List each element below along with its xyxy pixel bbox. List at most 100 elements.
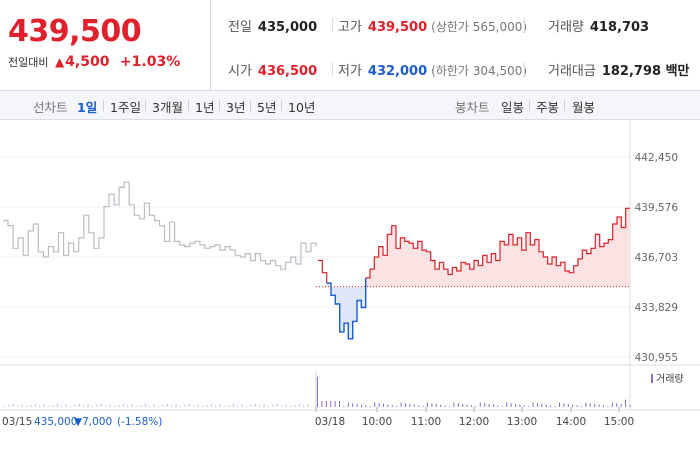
volume-bar [166, 403, 168, 407]
volume-bar [501, 406, 503, 407]
volume-bar [343, 406, 345, 407]
tab-10year[interactable]: 10년 [288, 100, 316, 115]
volume-bar [232, 403, 234, 407]
stat-open: 시가 436,500 [228, 60, 317, 79]
volume-bar [149, 405, 151, 407]
volume-bar [136, 406, 137, 407]
volume-bar [268, 406, 269, 407]
volume-bar [254, 403, 256, 407]
divider [281, 100, 282, 111]
volume-bar [361, 404, 362, 407]
y-tick-label: 436,703 [635, 252, 678, 264]
volume-bar [471, 405, 472, 407]
stat-high: 고가 439,500 (상한가 565,000) [338, 16, 527, 35]
volume-bar [567, 403, 569, 407]
candle-chart-label: 봉차트 [455, 100, 490, 115]
divider [524, 18, 525, 32]
divider [529, 100, 530, 111]
volume-bar [109, 404, 111, 407]
stat-high-value: 439,500 [367, 20, 428, 35]
volume-bar [497, 405, 499, 407]
previous-day-series [3, 181, 317, 270]
volume-bar [65, 404, 67, 407]
volume-bar [356, 403, 358, 407]
volume-bar [92, 406, 93, 407]
today-down-area-fill [326, 277, 366, 339]
volume-bar [466, 404, 468, 407]
volume-bar [405, 403, 406, 407]
volume-bar [317, 377, 318, 407]
current-price: 439,500 [8, 14, 142, 49]
stat-trade-value-label: 거래대금 [548, 64, 596, 79]
volume-bar [391, 405, 393, 407]
volume-bar [131, 404, 133, 407]
volume-bar [17, 405, 19, 407]
volume-bar [162, 404, 164, 407]
volume-bar [519, 404, 521, 407]
x-tick-label: 15:00 [604, 416, 634, 428]
volume-bar [598, 404, 600, 407]
tab-weekly[interactable]: 주봉 [536, 100, 560, 115]
tab-3year[interactable]: 3년 [226, 100, 246, 115]
stat-volume: 거래량 418,703 [548, 16, 649, 35]
x-axis: 03/18 10:00 11:00 12:00 13:00 14:00 15:00 [0, 407, 700, 428]
tab-daily[interactable]: 일봉 [501, 100, 525, 115]
volume-bar [56, 403, 58, 407]
volume-bar [541, 403, 543, 407]
volume-bar [629, 405, 631, 407]
volume-bar [158, 406, 159, 407]
price-box: 439,500 전일대비 ▲4,500 +1.03% [0, 0, 211, 90]
volume-bar [435, 403, 437, 407]
stat-low-label: 저가 [338, 64, 362, 79]
volume-bar [581, 406, 582, 407]
volume-bar [616, 403, 618, 407]
volume-bar [193, 405, 195, 407]
tab-1week[interactable]: 1주일 [110, 100, 141, 115]
y-tick-label: 442,450 [635, 152, 678, 164]
volume-bar [365, 405, 367, 407]
volume-bar [387, 404, 389, 407]
volume-bar [281, 405, 283, 407]
divider [564, 100, 565, 111]
volume-bar [87, 404, 89, 407]
volume-bar [506, 402, 508, 407]
tab-1year[interactable]: 1년 [195, 100, 215, 115]
volume-bar [413, 404, 415, 407]
volume-bar [144, 403, 146, 407]
volume-bar [537, 403, 538, 407]
chart-footer: 03/15 435,000▼7,000 (-1.58%) [2, 416, 162, 428]
tab-5year[interactable]: 5년 [257, 100, 277, 115]
volume-bar [290, 406, 291, 407]
volume-bar [453, 402, 455, 407]
divider [332, 62, 333, 76]
price-chart: 442,450 439,576 436,703 433,829 430,955 거래량 … [0, 120, 700, 450]
prev-date: 03/15 [2, 416, 32, 428]
volume-bar [30, 404, 32, 407]
line-chart-label: 선차트 [33, 100, 68, 115]
tab-monthly[interactable]: 월봉 [572, 100, 596, 115]
volume-bar [127, 405, 129, 407]
volume-bar [263, 404, 265, 407]
volume-bar [246, 406, 247, 407]
y-tick-label: 439,576 [635, 202, 679, 214]
volume-bar [188, 403, 190, 407]
volume-bar [352, 403, 354, 407]
volume-bar [100, 403, 102, 407]
today-area-fill [365, 208, 630, 287]
volume-bar [510, 403, 512, 407]
volume-bar [369, 406, 371, 407]
tab-3month[interactable]: 3개월 [152, 100, 183, 115]
volume-bar [180, 406, 181, 407]
volume-bar [140, 404, 142, 407]
volume-bar [8, 404, 10, 407]
volume-bar [39, 405, 41, 407]
volume-bar [171, 405, 173, 407]
volume-bar [321, 401, 323, 407]
volume-bar [400, 402, 402, 407]
tab-1day[interactable]: 1일 [77, 100, 98, 115]
volume-bar [545, 404, 547, 407]
divider [332, 18, 333, 32]
x-tick-label: 14:00 [556, 416, 586, 428]
volume-bar [330, 401, 332, 407]
